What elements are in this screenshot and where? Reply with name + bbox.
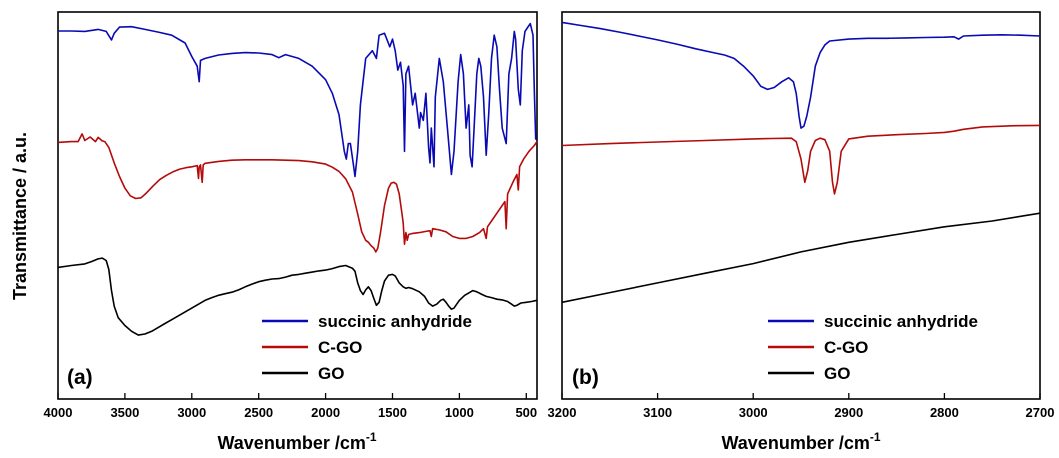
- x-tick-label: 4000: [44, 405, 73, 420]
- panel-b-x-axis-label: Wavenumber /cm-1: [721, 430, 880, 453]
- panel-a-x-axis-label: Wavenumber /cm-1: [217, 430, 376, 453]
- legend-label: GO: [824, 364, 850, 383]
- x-tick-label: 3000: [177, 405, 206, 420]
- y-axis-label: Transmittance / a.u.: [10, 132, 30, 300]
- panel-a-x-axis-label-sup: -1: [366, 430, 377, 444]
- series-line-succinic-anhydride: [561, 21, 1041, 129]
- x-tick-label: 3100: [643, 405, 672, 420]
- panel-b-legend: succinic anhydride C-GO GO: [768, 312, 978, 383]
- x-tick-label: 3000: [739, 405, 768, 420]
- panel-a-label: (a): [67, 366, 93, 389]
- x-tick-label: 1000: [445, 405, 474, 420]
- x-tick-label: 2000: [311, 405, 340, 420]
- legend-label: succinic anhydride: [824, 312, 978, 331]
- legend-label: C-GO: [824, 338, 868, 357]
- panel-a-legend: succinic anhydride C-GO GO: [262, 312, 472, 383]
- panel-a-x-axis-label-text: Wavenumber /cm: [217, 433, 365, 453]
- x-tick-label: 500: [515, 405, 537, 420]
- panel-b-frame: [561, 11, 1041, 400]
- panel-a-frame: [57, 11, 538, 400]
- legend-label: succinic anhydride: [318, 312, 472, 331]
- panel-a-x-ticks: 4000 3500 3000 2500 2000 1500 1000 500: [44, 393, 537, 420]
- panel-a-chart: 4000 3500 3000 2500 2000 1500 1000 500 succinic…: [44, 11, 538, 420]
- x-tick-label: 2500: [244, 405, 273, 420]
- x-tick-label: 2800: [930, 405, 959, 420]
- legend-label: C-GO: [318, 338, 362, 357]
- x-tick-label: 3500: [110, 405, 139, 420]
- panel-b-label: (b): [572, 366, 599, 389]
- panel-a-series: [57, 22, 538, 336]
- series-line-go: [561, 212, 1041, 304]
- panel-b-x-ticks: 3200 3100 3000 2900 2800 2700: [548, 393, 1055, 420]
- series-line-succinic-anhydride: [58, 22, 537, 178]
- x-tick-label: 2700: [1026, 405, 1055, 420]
- panel-b-x-axis-label-sup: -1: [870, 430, 881, 444]
- legend-label: GO: [318, 364, 344, 383]
- x-tick-label: 2900: [834, 405, 863, 420]
- series-line-go: [57, 257, 538, 336]
- panel-b-series: [561, 21, 1041, 304]
- x-tick-label: 1500: [378, 405, 407, 420]
- series-line-c-go: [57, 133, 538, 253]
- panel-b-chart: 3200 3100 3000 2900 2800 2700 succinic anhydr…: [548, 11, 1055, 420]
- panel-b-x-axis-label-text: Wavenumber /cm: [721, 433, 869, 453]
- series-line-c-go: [561, 124, 1041, 195]
- x-tick-label: 3200: [548, 405, 577, 420]
